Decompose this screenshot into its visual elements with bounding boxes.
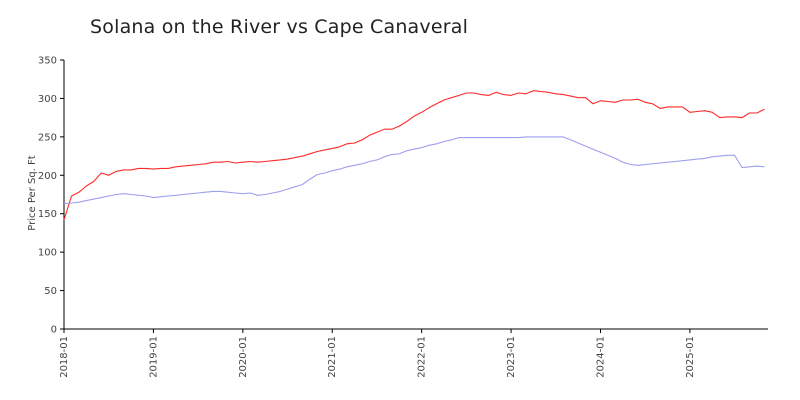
series-line-2 <box>63 136 765 205</box>
x-axis: 2018-01 2019-01 2020-01 2021-01 2022-01 2023-… <box>59 328 768 378</box>
y-tick-label: 50 <box>44 286 57 297</box>
y-axis-title: Price Per Sq. Ft <box>27 155 38 230</box>
y-tick-label: 0 <box>51 325 57 336</box>
x-tick-label: 2025-01 <box>685 336 696 378</box>
series-layer <box>63 90 765 221</box>
x-tick-label: 2018-01 <box>59 336 70 378</box>
series-line-1 <box>63 90 765 221</box>
y-tick-label: 250 <box>38 132 57 143</box>
x-tick-label: 2020-01 <box>238 336 249 378</box>
chart-title: Solana on the River vs Cape Canaveral <box>90 16 469 38</box>
x-tick-label: 2021-01 <box>327 336 338 378</box>
y-tick-label: 100 <box>38 248 57 259</box>
y-tick-label: 150 <box>38 209 57 220</box>
x-tick-label: 2023-01 <box>506 336 517 378</box>
x-tick-label: 2022-01 <box>417 336 428 378</box>
y-tick-label: 200 <box>38 171 57 182</box>
y-tick-label: 300 <box>38 94 57 105</box>
y-tick-label: 350 <box>38 56 57 67</box>
y-axis: 0 50 100 150 200 250 300 350 <box>38 56 65 336</box>
x-tick-label: 2019-01 <box>148 336 159 378</box>
x-tick-label: 2024-01 <box>595 336 606 378</box>
